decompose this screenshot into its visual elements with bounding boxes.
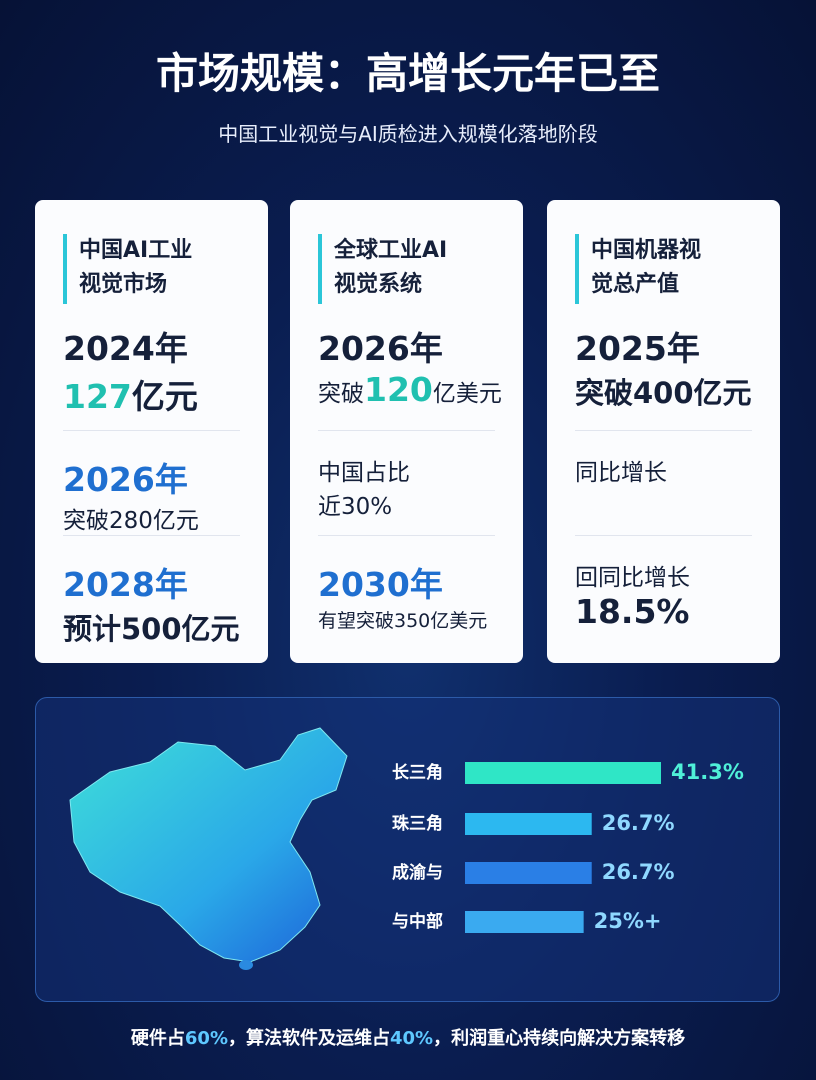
card-text: 亿美元 [432, 381, 502, 407]
card-block: 中国占比近30% [318, 430, 495, 535]
card-line: 回同比增长 [575, 558, 752, 592]
info-card: 全球工业AI 视觉系统 2026年 突破120亿美元 中国占比 近30% 2030年 有望突破… [290, 200, 523, 663]
title: 市场规模：高增长元年已至 [155, 49, 660, 98]
card-title-line: 视觉市场 [79, 272, 168, 297]
card-text: 18.5% [575, 592, 690, 631]
card-text: 预计500亿元 [63, 612, 240, 646]
card-text: 同比增长 [575, 460, 667, 486]
bar-label: 与中部 [392, 911, 443, 932]
card-text: 有望突破350亿美元 [318, 610, 488, 632]
bar-value: 26.7% [602, 860, 675, 884]
card-text: 中国占比 [318, 460, 410, 486]
card-line: 突破280亿元 [63, 501, 240, 535]
card-text: 突破280亿元 [63, 508, 199, 534]
card-block: 2026年突破280亿元 [63, 430, 240, 535]
card-line: 2025年 [575, 322, 752, 370]
card-line: 有望突破350亿美元 [318, 606, 495, 633]
card-text: 2024年 [63, 329, 188, 368]
bar-value: 41.3% [671, 760, 744, 784]
card-line: 2028年 [63, 558, 240, 606]
footer-text: 60% [184, 1028, 228, 1049]
card-line: 突破120亿美元 [318, 370, 502, 409]
card-text: 突破 [318, 381, 364, 407]
card-line: 2026年 [318, 322, 495, 370]
info-card: 中国AI工业 视觉市场 2024年 127亿元 2026年 突破280亿元 2028年 预计5… [35, 200, 268, 663]
card-line: 中国占比 [318, 453, 495, 487]
card-text: 127 [63, 377, 132, 416]
footer: 硬件占60%，算法软件及运维占40%，利润重心持续向解决方案转移 [0, 1024, 816, 1050]
card-line: 2030年 [318, 558, 495, 606]
card-title-line: 视觉系统 [334, 272, 423, 297]
footer-text: ，算法软件及运维占 [228, 1028, 390, 1049]
card-line: 近30% [318, 487, 495, 521]
card-title-line: 中国机器视 [591, 238, 702, 263]
card-text: 2026年 [318, 329, 443, 368]
card-text: 2026年 [63, 460, 188, 499]
card-block: 2028年预计500亿元 [63, 535, 240, 663]
card-text: 亿元 [131, 377, 198, 416]
card-text: 回同比增长 [575, 565, 690, 591]
bar [465, 762, 661, 784]
card-text: 近30% [318, 494, 393, 520]
bar-value: 26.7% [602, 811, 675, 835]
bar-label: 珠三角 [392, 813, 443, 834]
card-line: 18.5% [575, 592, 752, 631]
card-line: 2024年 [63, 322, 240, 370]
card-text: 120 [364, 370, 433, 409]
card-text: 2025年 [575, 329, 700, 368]
card-block: 2026年 突破120亿美元 [318, 322, 502, 430]
info-card: 中国机器视觉总产值 2025年突破400亿元同比增长回同比增长 18.5% [547, 200, 780, 663]
card-block: 2025年突破400亿元 [575, 322, 752, 430]
card-block: 同比增长 [575, 430, 752, 535]
bar [465, 813, 592, 835]
card-title-line: 中国AI工业 [79, 238, 193, 263]
bar [465, 862, 592, 884]
card-title-line: 觉总产值 [591, 272, 680, 297]
china-map [69, 727, 348, 963]
card-title-line: 全球工业AI [334, 238, 448, 263]
footer-text: 40% [390, 1028, 434, 1049]
footer-text: ，利润重心持续向解决方案转移 [433, 1028, 686, 1049]
card-title: 中国AI工业 视觉市场 [63, 234, 246, 304]
bar-label: 成渝与 [392, 862, 443, 883]
card-title: 中国机器视 觉总产值 [575, 234, 758, 304]
card-line: 2026年 [63, 453, 240, 501]
card-block: 回同比增长 18.5% [575, 535, 752, 663]
card-text: 2030年 [318, 565, 443, 604]
card-line: 突破400亿元 [575, 370, 752, 412]
card-block: 2030年有望突破350亿美元 [318, 535, 495, 663]
card-title: 全球工业AI 视觉系统 [318, 234, 501, 304]
subtitle: 中国工业视觉与AI质检进入规模化落地阶段 [218, 122, 598, 146]
bar-value: 25%+ [594, 909, 662, 933]
bar-label: 长三角 [392, 762, 443, 783]
bar [465, 911, 584, 933]
footer-text: 硬件占 [130, 1028, 185, 1049]
card-line: 同比增长 [575, 453, 752, 487]
card-line: 127亿元 [63, 370, 240, 418]
card-text: 突破400亿元 [575, 376, 752, 410]
hainan [239, 960, 253, 970]
card-block: 2024年 127亿元 [63, 322, 240, 430]
card-line: 预计500亿元 [63, 606, 240, 648]
card-text: 2028年 [63, 565, 188, 604]
